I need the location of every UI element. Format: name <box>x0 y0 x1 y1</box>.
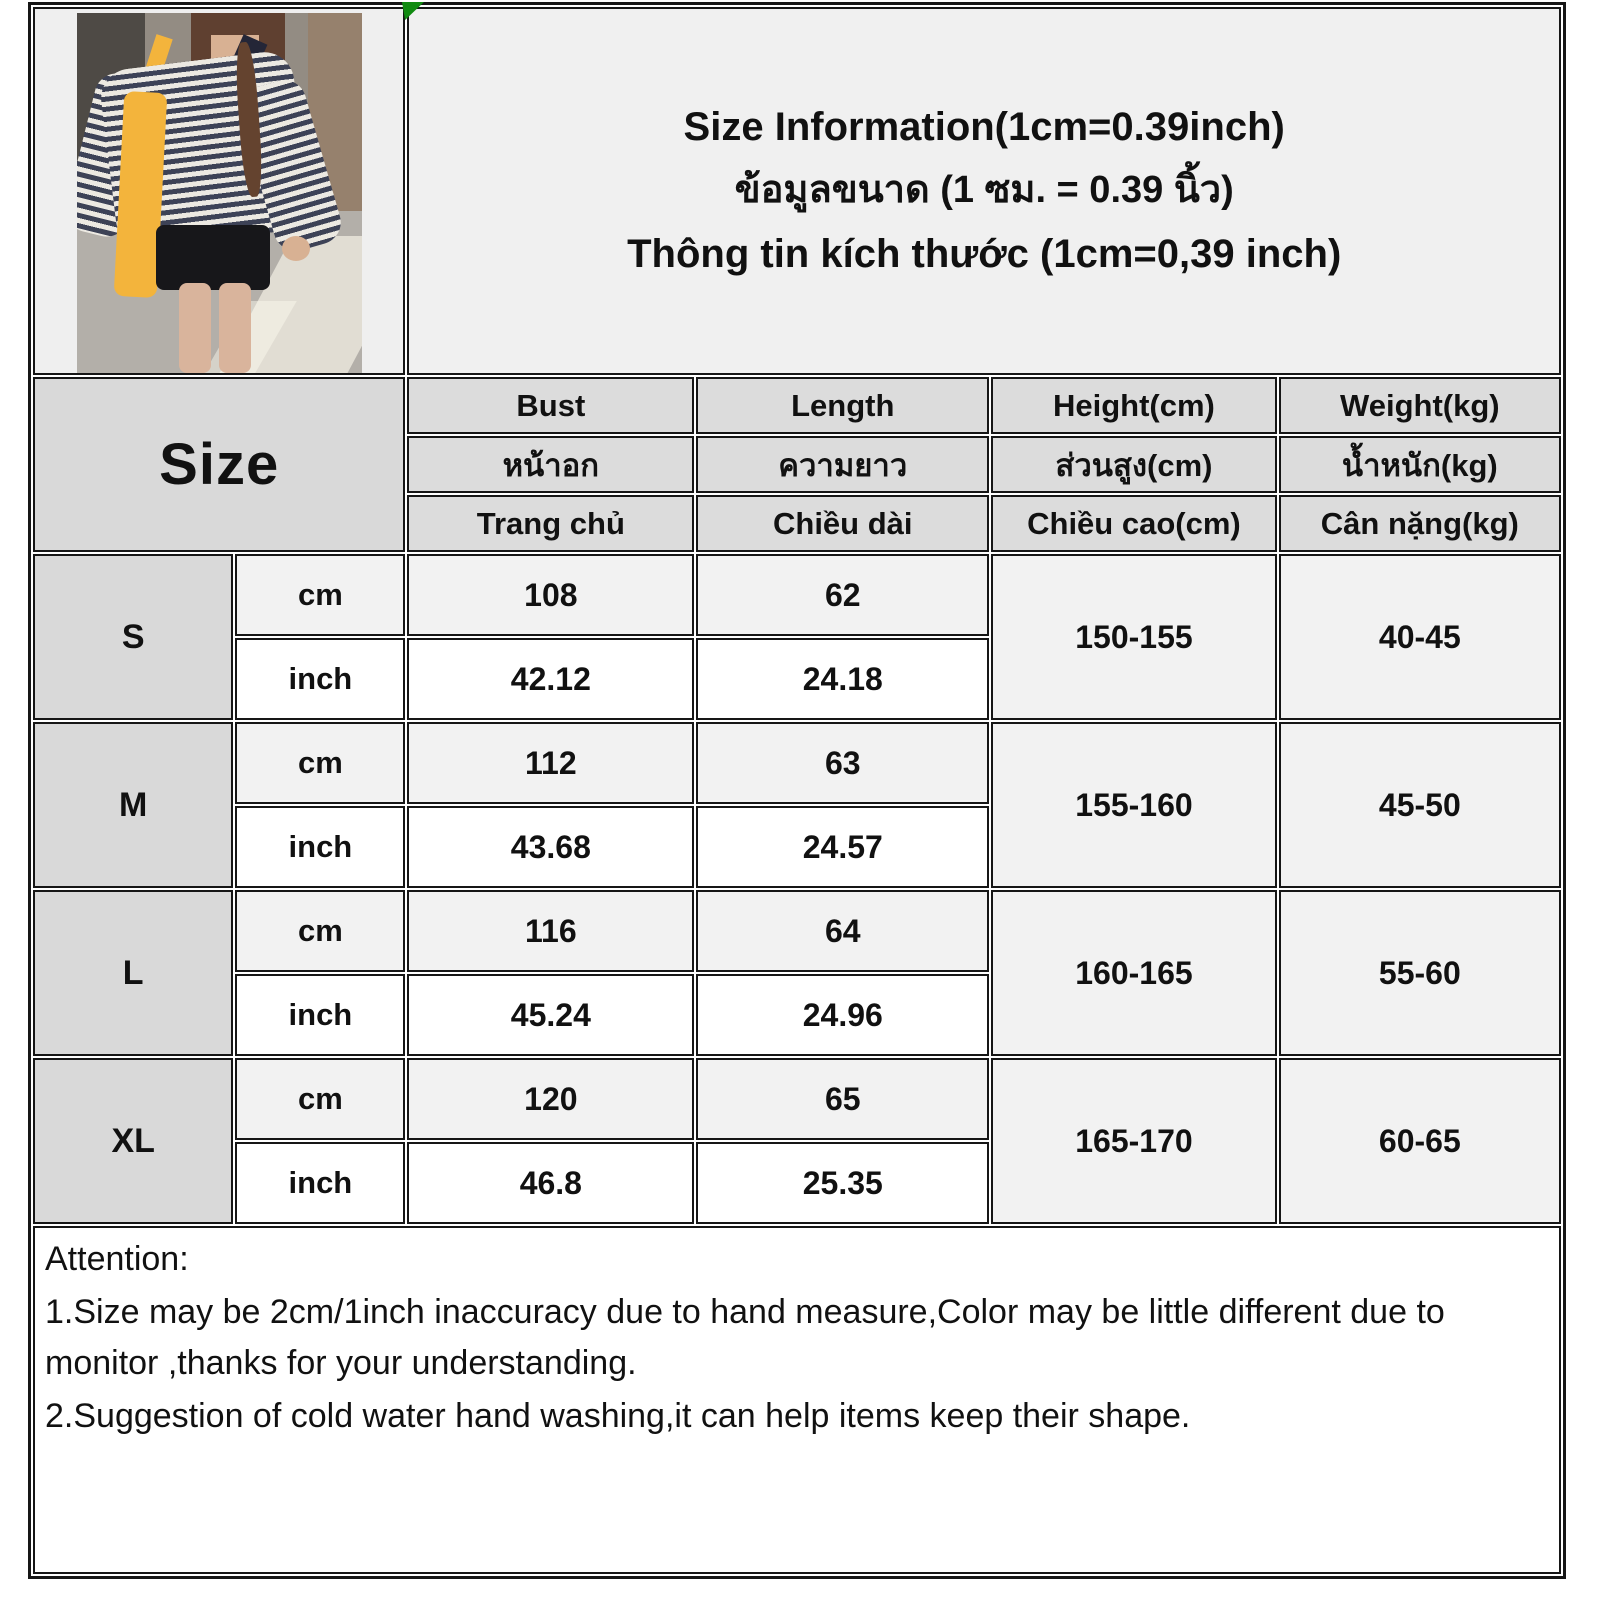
attention-row: Attention: 1.Size may be 2cm/1inch inacc… <box>33 1226 1561 1574</box>
photo-leg <box>179 283 211 373</box>
attention-cell: Attention: 1.Size may be 2cm/1inch inacc… <box>33 1226 1561 1574</box>
xl-length-inch: 25.35 <box>696 1142 990 1224</box>
attention-text: Attention: 1.Size may be 2cm/1inch inacc… <box>35 1228 1559 1442</box>
attention-note-2: 2.Suggestion of cold water hand washing,… <box>45 1397 1191 1435</box>
header-row-th: หน้าอก ความยาว ส่วนสูง(cm) น้ำหนัก(kg) <box>33 436 1561 493</box>
s-bust-inch: 42.12 <box>407 638 695 720</box>
unit-inch: inch <box>235 1142 406 1224</box>
size-table: Size Information(1cm=0.39inch) ข้อมูลขนา… <box>28 2 1566 1579</box>
unit-inch: inch <box>235 638 406 720</box>
header-row-en: Size Bust Length Height(cm) Weight(kg) <box>33 377 1561 552</box>
col-bust-en: Bust <box>407 377 695 434</box>
attention-note-1: 1.Size may be 2cm/1inch inaccuracy due t… <box>45 1293 1445 1382</box>
row-s-inch: inch 42.12 24.18 <box>33 638 1561 720</box>
s-weight: 40-45 <box>1278 554 1561 720</box>
l-height: 160-165 <box>991 890 1277 1056</box>
m-weight: 45-50 <box>1278 722 1561 888</box>
col-height-th: ส่วนสูง(cm) <box>991 436 1277 493</box>
m-bust-inch: 43.68 <box>407 806 695 888</box>
s-bust-cm: 108 <box>407 554 695 636</box>
photo-hand <box>281 236 311 262</box>
xl-weight: 60-65 <box>1278 1058 1561 1224</box>
unit-cm: cm <box>235 890 406 972</box>
col-length-th: ความยาว <box>696 436 990 493</box>
s-height: 150-155 <box>991 554 1277 720</box>
m-bust-cm: 112 <box>407 722 695 804</box>
header-row-vi: Trang chủ Chiều dài Chiều cao(cm) Cân nặ… <box>33 495 1561 552</box>
l-bust-cm: 116 <box>407 890 695 972</box>
model-photo <box>76 13 362 373</box>
col-bust-th: หน้าอก <box>407 436 695 493</box>
size-label-l: L <box>33 890 234 1056</box>
unit-cm: cm <box>235 1058 406 1140</box>
xl-length-cm: 65 <box>696 1058 990 1140</box>
m-height: 155-160 <box>991 722 1277 888</box>
col-bust-vi: Trang chủ <box>407 495 695 552</box>
banner-row: Size Information(1cm=0.39inch) ข้อมูลขนา… <box>33 7 1561 375</box>
l-length-cm: 64 <box>696 890 990 972</box>
m-length-inch: 24.57 <box>696 806 990 888</box>
size-header: Size <box>33 377 406 552</box>
size-label-xl: XL <box>33 1058 234 1224</box>
row-xl-cm: XL cm 120 65 165-170 60-65 <box>33 1058 1561 1224</box>
unit-cm: cm <box>235 722 406 804</box>
product-photo-cell <box>33 7 406 375</box>
col-length-en: Length <box>696 377 990 434</box>
m-length-cm: 63 <box>696 722 990 804</box>
attention-heading: Attention: <box>45 1240 189 1278</box>
row-s-cm: S cm 108 62 150-155 40-45 <box>33 554 1561 720</box>
col-length-vi: Chiều dài <box>696 495 990 552</box>
s-length-inch: 24.18 <box>696 638 990 720</box>
l-bust-inch: 45.24 <box>407 974 695 1056</box>
col-weight-en: Weight(kg) <box>1278 377 1561 434</box>
col-weight-th: น้ำหนัก(kg) <box>1278 436 1561 493</box>
size-label-m: M <box>33 722 234 888</box>
unit-inch: inch <box>235 806 406 888</box>
row-xl-inch: inch 46.8 25.35 <box>33 1142 1561 1224</box>
row-l-inch: inch 45.24 24.96 <box>33 974 1561 1056</box>
row-l-cm: L cm 116 64 160-165 55-60 <box>33 890 1561 1056</box>
title-en: Size Information(1cm=0.39inch) <box>683 105 1285 150</box>
row-m-cm: M cm 112 63 155-160 45-50 <box>33 722 1561 888</box>
col-weight-vi: Cân nặng(kg) <box>1278 495 1561 552</box>
col-height-en: Height(cm) <box>991 377 1277 434</box>
col-height-vi: Chiều cao(cm) <box>991 495 1277 552</box>
xl-height: 165-170 <box>991 1058 1277 1224</box>
photo-black-shorts <box>156 225 271 291</box>
title-th: ข้อมูลขนาด (1 ซม. = 0.39 นิ้ว) <box>734 169 1234 212</box>
row-m-inch: inch 43.68 24.57 <box>33 806 1561 888</box>
xl-bust-cm: 120 <box>407 1058 695 1140</box>
title-vi: Thông tin kích thước (1cm=0,39 inch) <box>627 231 1342 276</box>
s-length-cm: 62 <box>696 554 990 636</box>
l-weight: 55-60 <box>1278 890 1561 1056</box>
xl-bust-inch: 46.8 <box>407 1142 695 1224</box>
l-length-inch: 24.96 <box>696 974 990 1056</box>
unit-inch: inch <box>235 974 406 1056</box>
title-cell: Size Information(1cm=0.39inch) ข้อมูลขนา… <box>407 7 1561 375</box>
size-label-s: S <box>33 554 234 720</box>
photo-leg <box>219 283 251 373</box>
size-chart: Size Information(1cm=0.39inch) ข้อมูลขนา… <box>28 2 1566 1579</box>
unit-cm: cm <box>235 554 406 636</box>
